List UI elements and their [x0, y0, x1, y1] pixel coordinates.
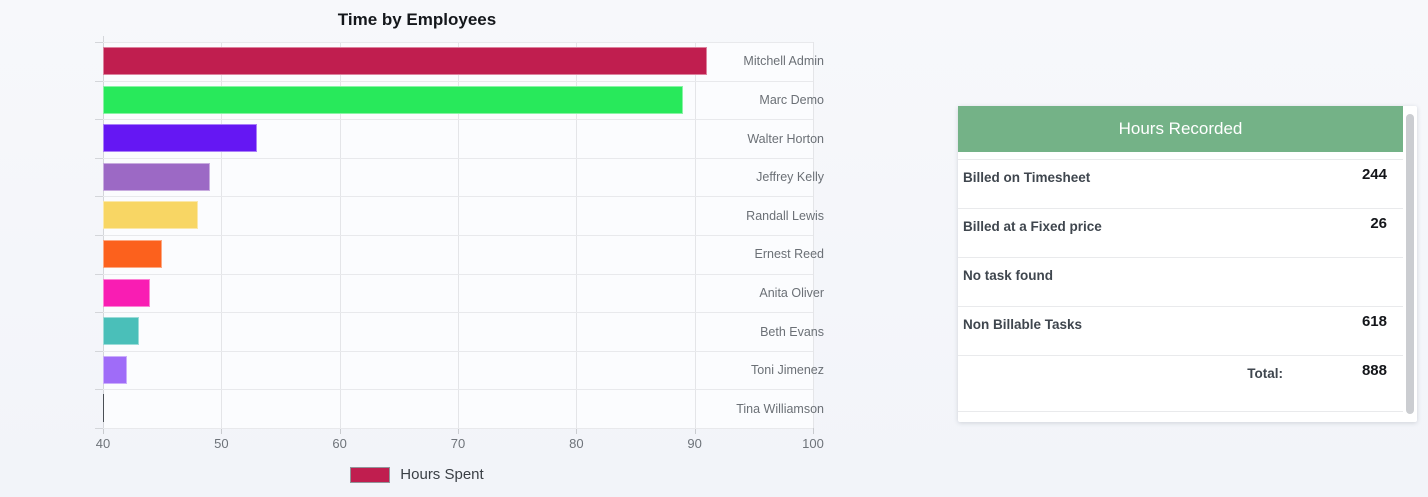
bar-randall-lewis[interactable] — [103, 201, 198, 230]
y-axis-tick — [95, 428, 103, 429]
band-gridline — [103, 350, 813, 352]
y-axis-tick — [95, 389, 103, 391]
band-gridline — [103, 196, 813, 198]
bar-toni-jimenez[interactable] — [103, 355, 127, 384]
bar-marc-demo[interactable] — [103, 85, 683, 114]
bar-ernest-reed[interactable] — [103, 240, 163, 268]
band-gridline — [103, 157, 813, 159]
x-tick-label: 70 — [450, 436, 466, 451]
y-axis-tick — [95, 80, 103, 82]
y-axis-tick — [95, 350, 103, 352]
y-axis-label: Anita Oliver — [759, 285, 824, 300]
panel-row-value: 26 — [1370, 215, 1387, 232]
band-gridline — [103, 42, 813, 43]
band-gridline — [103, 119, 813, 121]
y-axis-tick — [95, 157, 103, 159]
band-gridline — [103, 428, 813, 429]
y-axis-top-tick — [103, 36, 104, 42]
chart-legend[interactable]: Hours Spent — [0, 466, 834, 483]
panel-row-label: Billed at a Fixed price — [963, 219, 1102, 234]
y-axis-label: Jeffrey Kelly — [756, 170, 824, 185]
panel-row: Total: 888 — [958, 356, 1403, 412]
band-gridline — [103, 80, 813, 82]
bar-walter-horton[interactable] — [103, 124, 257, 153]
x-tick-label: 40 — [95, 436, 111, 451]
panel-row-label: Billed on Timesheet — [963, 170, 1091, 185]
x-axis-tick — [103, 428, 104, 434]
y-axis-tick — [95, 119, 103, 121]
x-tick-label: 80 — [569, 436, 584, 451]
y-axis-label: Walter Horton — [747, 131, 824, 146]
panel-row-value: 888 — [1361, 362, 1387, 379]
y-axis-label: Tina Williamson — [736, 401, 824, 416]
panel-row: No task found — [958, 258, 1403, 307]
panel-footer-strip — [958, 412, 1417, 422]
legend-label: Hours Spent — [400, 466, 484, 483]
panel-row: Billed on Timesheet 244 — [958, 160, 1403, 209]
y-axis-label: Marc Demo — [759, 92, 824, 107]
x-axis-tick — [339, 428, 341, 434]
panel-title: Hours Recorded — [1118, 119, 1243, 138]
panel-row: Non Billable Tasks 618 — [958, 307, 1403, 356]
x-axis-tick — [458, 428, 459, 434]
bar-anita-oliver[interactable] — [103, 278, 151, 307]
x-axis-tick — [576, 428, 578, 434]
panel-row-label: No task found — [963, 268, 1053, 283]
y-axis-label: Beth Evans — [760, 324, 824, 339]
x-tick-label: 50 — [214, 436, 229, 451]
x-tick-label: 90 — [687, 436, 702, 451]
y-axis-label: Randall Lewis — [746, 208, 824, 223]
legend-swatch — [350, 466, 391, 483]
panel-header: Hours Recorded — [958, 106, 1403, 152]
x-axis-tick — [694, 428, 696, 434]
y-axis-tick — [95, 196, 103, 198]
panel-header-gap — [958, 152, 1403, 160]
gridline — [813, 42, 814, 428]
y-axis-label: Mitchell Admin — [743, 54, 824, 69]
time-by-employees-chart: Time by Employees Mitchell Admin Marc Dem… — [0, 10, 834, 483]
panel-row-label: Total: — [1247, 366, 1283, 381]
x-tick-label: 60 — [332, 436, 347, 451]
y-axis-label: Toni Jimenez — [751, 363, 824, 378]
bar-beth-evans[interactable] — [103, 317, 139, 346]
y-axis-tick — [95, 273, 103, 275]
x-tick-label: 100 — [802, 436, 824, 451]
panel-row-value: 244 — [1361, 166, 1387, 183]
x-axis-tick — [813, 428, 814, 434]
panel-rows: Billed on Timesheet 244 Billed at a Fixed … — [958, 160, 1403, 412]
x-axis-tick — [221, 428, 223, 434]
plot-area — [95, 36, 814, 434]
band-gridline — [103, 273, 813, 275]
band-gridline — [103, 389, 813, 391]
bar-jeffrey-kelly[interactable] — [103, 162, 210, 191]
y-axis-tick — [95, 235, 103, 236]
bar-mitchell-admin[interactable] — [103, 47, 707, 75]
y-axis-label: Ernest Reed — [754, 247, 824, 262]
y-axis-tick — [95, 312, 103, 314]
panel-row: Billed at a Fixed price 26 — [958, 209, 1403, 258]
bar-tina-williamson[interactable] — [103, 394, 104, 423]
hours-recorded-panel: Hours Recorded Billed on Timesheet 244 Bil… — [958, 106, 1417, 422]
panel-row-label: Non Billable Tasks — [963, 317, 1083, 332]
panel-row-value: 618 — [1361, 313, 1387, 330]
band-gridline — [103, 312, 813, 314]
chart-title: Time by Employees — [337, 10, 497, 29]
band-gridline — [103, 235, 813, 236]
y-axis-tick — [95, 42, 103, 43]
panel-scrollbar-thumb[interactable] — [1406, 114, 1414, 414]
